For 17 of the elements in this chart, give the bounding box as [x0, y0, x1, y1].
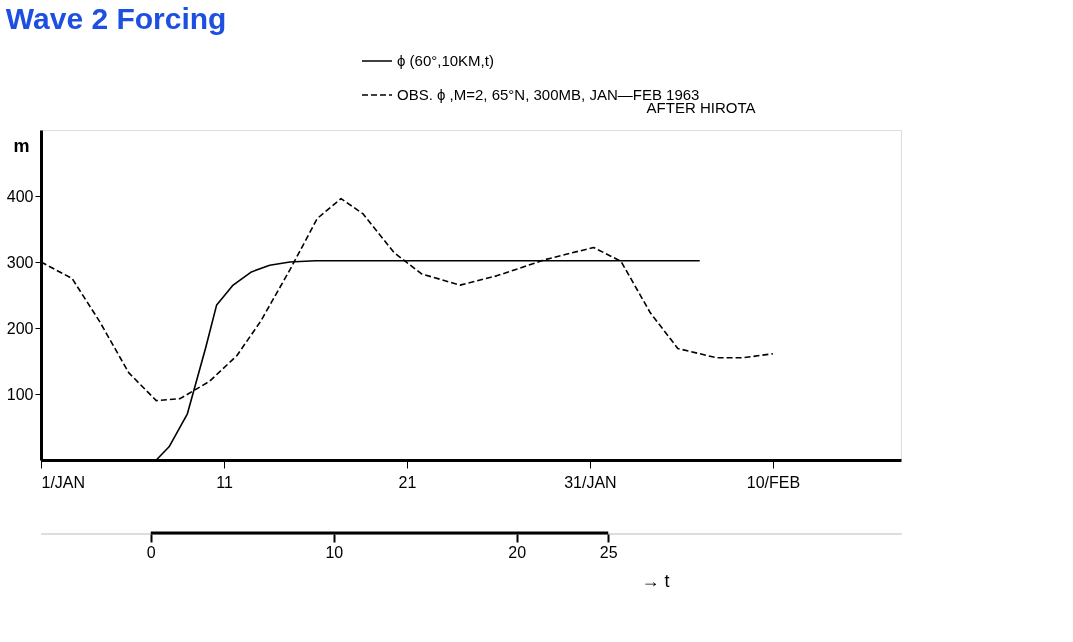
y-tick-label: 100: [6, 385, 34, 403]
y-tick-label: 200: [6, 319, 34, 337]
x-tick-label: 10/FEB: [746, 473, 801, 491]
x-tick-label: 1/JAN: [41, 473, 86, 491]
x2-tick-label: 0: [146, 543, 156, 561]
x-tick-label: 31/JAN: [564, 473, 617, 491]
x2-tick-label: 10: [325, 543, 344, 561]
x-tick-label: 11: [216, 473, 233, 491]
x2-tick-label: 25: [599, 543, 618, 561]
x2-tick-label: 20: [508, 543, 527, 561]
y-tick-label: 300: [6, 253, 34, 271]
x-tick-label: 21: [398, 473, 417, 491]
x2-axis-title: → t: [641, 570, 670, 591]
chart-title: Wave 2 Forcing: [5, 2, 227, 35]
y-axis-title: m: [13, 135, 30, 156]
y-tick-label: 400: [6, 187, 34, 205]
legend-label: ϕ (60°,10KM,t): [397, 52, 494, 69]
